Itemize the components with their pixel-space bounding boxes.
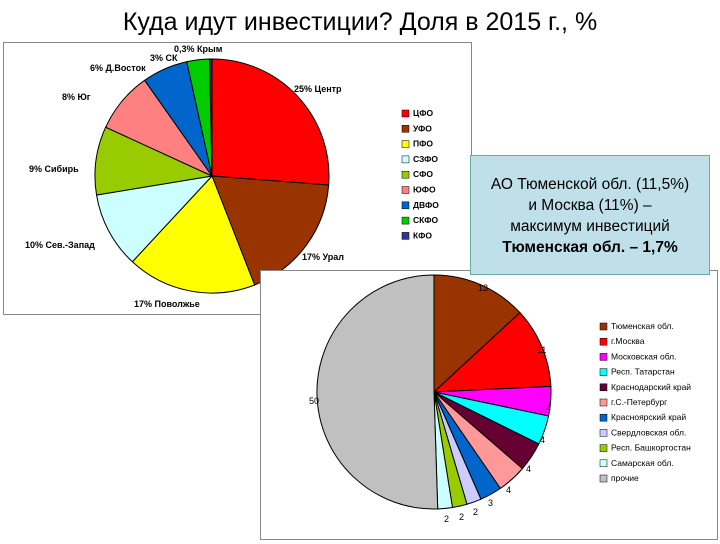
rg-legend-label-5: г.С.-Петербург <box>611 397 667 407</box>
fd-legend-label-3: СЗФО <box>413 154 438 164</box>
fd-legend-swatch-8 <box>401 232 410 240</box>
federal-district-pie-chart: 25% Центр 17% Урал 17% Поволжье 10% Сев.-За… <box>3 42 472 315</box>
fd-legend-label-7: СКФО <box>413 215 438 225</box>
rg-data-label-2: 4 <box>546 403 551 413</box>
rg-data-label-3: 4 <box>540 435 545 445</box>
fd-slice-3 <box>95 175 214 263</box>
fd-legend-swatch-3 <box>401 155 410 164</box>
region-pie-chart: 13 11 4 4 4 4 3 2 2 2 50 Тюменская обл. г.Москва Моск… <box>260 270 718 540</box>
fd-legend-swatch-4 <box>401 170 410 179</box>
rg-legend-swatch-6 <box>599 413 608 422</box>
fd-slice-2 <box>131 175 256 294</box>
rg-legend-label-3: Респ. Татарстан <box>611 367 675 377</box>
fd-legend-label-1: УФО <box>413 123 432 133</box>
rg-legend-label-8: Респ. Башкортостан <box>611 443 691 453</box>
fd-legend-swatch-2 <box>401 140 410 148</box>
fd-legend-swatch-7 <box>401 216 410 225</box>
rg-data-label-6: 3 <box>488 498 493 508</box>
rg-legend-swatch-3 <box>599 368 608 376</box>
rg-slice-1 <box>432 311 552 393</box>
rg-data-label-10: 50 <box>309 396 319 406</box>
callout-line-2: и Москва (11%) – <box>528 197 652 214</box>
rg-legend-swatch-4 <box>599 383 608 392</box>
fd-data-label-1: 17% Урал <box>302 252 344 262</box>
rg-legend-swatch-0 <box>599 322 608 331</box>
rg-slice-0 <box>433 274 521 394</box>
rg-legend-swatch-1 <box>599 337 608 346</box>
rg-legend-label-9: Самарская обл. <box>611 458 674 468</box>
rg-legend-swatch-5 <box>599 398 608 407</box>
fd-slice-8 <box>209 58 213 177</box>
fd-data-label-6: 6% Д.Восток <box>90 63 146 73</box>
callout-line-1: АО Тюменской обл. (11,5%) <box>490 176 690 193</box>
fd-data-label-2: 17% Поволжье <box>134 299 200 309</box>
rg-data-label-4: 4 <box>526 464 531 474</box>
rg-legend-swatch-8 <box>599 444 608 452</box>
callout-line-3: максимум инвестиций <box>510 218 670 235</box>
rg-legend-label-0: Тюменская обл. <box>611 321 674 331</box>
fd-data-label-7: 3% СК <box>150 53 178 63</box>
fd-legend-swatch-1 <box>401 125 410 133</box>
rg-legend-swatch-2 <box>599 353 608 361</box>
rg-legend-label-10: прочие <box>611 473 639 483</box>
rg-data-label-1: 11 <box>537 345 546 355</box>
fd-data-label-4: 9% Сибирь <box>29 164 79 174</box>
fd-legend-label-2: ПФО <box>413 139 433 149</box>
rg-data-label-7: 2 <box>473 507 478 517</box>
rg-data-label-8: 2 <box>459 512 464 522</box>
fd-data-label-3: 10% Сев.-Запад <box>25 240 95 250</box>
fd-data-label-5: 8% Юг <box>62 92 91 102</box>
callout-box: АО Тюменской обл. (11,5%) и Москва (11%)… <box>470 155 710 275</box>
rg-legend-label-2: Московская обл. <box>611 351 677 361</box>
rg-legend-label-1: г.Москва <box>611 336 645 346</box>
page-title: Куда идут инвестиции? Доля в 2015 г., % <box>122 8 598 36</box>
fd-slice-0 <box>211 58 330 186</box>
rg-legend-label-7: Свердловская обл. <box>611 427 686 437</box>
rg-data-label-0: 13 <box>478 283 488 293</box>
rg-legend-swatch-10 <box>599 474 608 483</box>
rg-legend-label-4: Краснодарский край <box>611 382 691 392</box>
fd-legend-label-0: ЦФО <box>413 108 433 118</box>
federal-district-pie-svg: 25% Центр 17% Урал 17% Поволжье 10% Сев.-За… <box>25 44 439 309</box>
fd-legend-label-6: ДВФО <box>413 200 439 210</box>
fd-legend-label-4: СФО <box>413 169 433 179</box>
fd-legend-swatch-6 <box>401 201 410 210</box>
callout-line-4: Тюменская обл. – 1,7% <box>502 239 678 256</box>
rg-data-label-5: 4 <box>506 485 511 495</box>
fd-legend-label-8: КФО <box>413 230 432 240</box>
rg-legend-label-6: Красноярский край <box>611 412 686 422</box>
fd-data-label-0: 25% Центр <box>294 84 342 94</box>
rg-data-label-9: 2 <box>444 514 449 524</box>
rg-legend-swatch-7 <box>599 429 608 437</box>
fd-legend-swatch-5 <box>401 186 410 194</box>
fd-data-label-8: 0,3% Крым <box>174 44 223 54</box>
rg-legend-swatch-9 <box>599 459 608 468</box>
fd-legend-label-5: ЮФО <box>413 185 436 195</box>
fd-legend-swatch-0 <box>401 109 410 118</box>
rg-slice-10 <box>316 274 439 510</box>
